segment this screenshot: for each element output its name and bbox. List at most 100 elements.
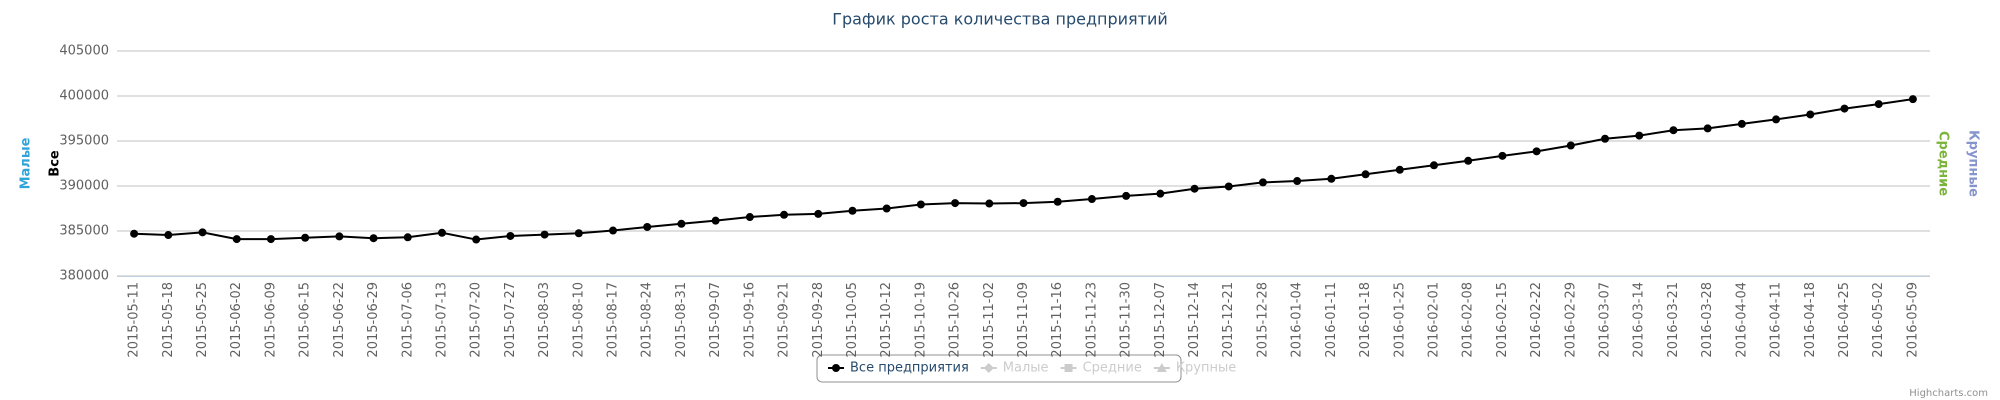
point xyxy=(1190,184,1199,193)
point xyxy=(848,206,857,215)
point xyxy=(1908,95,1917,104)
x-tick-label: 2016-02-22 xyxy=(1529,282,1544,358)
legend-item[interactable]: Все предприятия xyxy=(850,361,969,376)
point xyxy=(643,222,652,231)
legend-box xyxy=(816,354,1182,383)
point xyxy=(1293,177,1302,186)
point xyxy=(1806,110,1815,119)
x-tick-label: 2015-08-03 xyxy=(537,282,552,358)
x-tick-label: 2016-02-29 xyxy=(1563,282,1578,358)
point xyxy=(780,210,789,219)
x-tick-label: 2015-12-14 xyxy=(1187,282,1202,358)
point xyxy=(164,231,173,240)
point xyxy=(916,200,925,209)
x-tick-label: 2015-09-16 xyxy=(742,282,757,358)
point xyxy=(232,235,241,244)
legend-marker xyxy=(983,363,994,373)
point xyxy=(437,228,446,237)
x-tick-label: 2015-05-18 xyxy=(161,282,176,358)
x-tick-label: 2015-06-22 xyxy=(332,282,347,358)
legend-item[interactable]: Крупные xyxy=(1176,361,1236,376)
point xyxy=(1156,189,1165,198)
point xyxy=(540,230,549,239)
legend-item[interactable]: Малые xyxy=(1003,361,1049,376)
point xyxy=(472,235,481,244)
x-tick-label: 2015-10-26 xyxy=(948,282,963,358)
x-tick-label: 2015-07-27 xyxy=(503,282,518,358)
x-tick-label: 2015-09-21 xyxy=(777,282,792,358)
legend-item[interactable]: Средние xyxy=(1083,361,1142,376)
series-line xyxy=(134,98,1914,241)
y-tick-label: 390000 xyxy=(59,179,109,194)
credits[interactable]: Highcharts.com xyxy=(1909,388,1988,399)
point xyxy=(506,231,515,240)
x-tick-label: 2015-06-09 xyxy=(263,282,278,358)
x-tick-label: 2015-08-24 xyxy=(640,282,655,358)
y-tick-label: 400000 xyxy=(59,89,109,104)
chart-title: График роста количества предприятий xyxy=(832,10,1168,29)
axis-title: Средние xyxy=(1936,131,1951,196)
axis-title: Все xyxy=(48,150,63,177)
point xyxy=(951,199,960,208)
x-tick-label: 2015-12-07 xyxy=(1153,282,1168,358)
x-tick-label: 2016-01-11 xyxy=(1324,282,1339,358)
x-tick-label: 2015-06-29 xyxy=(366,282,381,358)
point xyxy=(745,213,754,222)
point xyxy=(1019,199,1028,208)
point xyxy=(1087,195,1096,204)
point xyxy=(1840,104,1849,113)
x-tick-label: 2016-01-25 xyxy=(1392,282,1407,358)
x-tick-label: 2015-06-15 xyxy=(298,282,313,358)
x-tick-label: 2015-12-28 xyxy=(1255,282,1270,358)
point xyxy=(1224,182,1233,191)
point xyxy=(1258,178,1267,187)
x-tick-label: 2015-07-06 xyxy=(400,282,415,358)
point xyxy=(1361,170,1370,179)
x-tick-label: 2015-07-20 xyxy=(469,282,484,358)
x-tick-label: 2015-05-25 xyxy=(195,282,210,358)
x-tick-label: 2016-05-09 xyxy=(1905,282,1920,358)
point xyxy=(882,204,891,213)
point xyxy=(985,199,994,208)
point xyxy=(266,235,275,244)
x-tick-label: 2015-09-28 xyxy=(811,282,826,358)
point xyxy=(1464,156,1473,165)
point xyxy=(814,209,823,218)
point xyxy=(677,219,686,228)
point xyxy=(711,216,720,225)
point xyxy=(1327,174,1336,183)
x-tick-label: 2015-11-23 xyxy=(1084,282,1099,358)
point xyxy=(130,229,139,238)
x-tick-label: 2015-08-31 xyxy=(674,282,689,358)
point xyxy=(1874,100,1883,109)
x-tick-label: 2015-10-19 xyxy=(913,282,928,358)
axis-title: Крупные xyxy=(1966,130,1981,197)
x-tick-label: 2016-02-08 xyxy=(1461,282,1476,358)
point xyxy=(1122,191,1131,200)
x-tick-label: 2016-03-21 xyxy=(1666,282,1681,358)
point xyxy=(1635,131,1644,140)
y-tick-label: 395000 xyxy=(59,134,109,149)
x-tick-label: 2016-04-18 xyxy=(1803,282,1818,358)
x-tick-label: 2015-06-02 xyxy=(229,282,244,358)
point xyxy=(335,232,344,241)
point xyxy=(1703,124,1712,133)
axis-title: Малые xyxy=(19,137,34,189)
point xyxy=(403,233,412,242)
x-tick-label: 2016-03-28 xyxy=(1700,282,1715,358)
x-tick-label: 2015-11-30 xyxy=(1119,282,1134,358)
point xyxy=(369,234,378,243)
x-tick-label: 2015-10-05 xyxy=(845,282,860,358)
x-tick-label: 2016-04-04 xyxy=(1734,282,1749,358)
x-tick-label: 2016-04-25 xyxy=(1837,282,1852,358)
x-tick-label: 2015-12-21 xyxy=(1221,282,1236,358)
y-tick-label: 405000 xyxy=(59,44,109,59)
x-tick-label: 2016-03-14 xyxy=(1632,282,1647,358)
point xyxy=(1737,119,1746,128)
point xyxy=(609,226,618,235)
point xyxy=(1669,126,1678,135)
point xyxy=(574,229,583,238)
x-tick-label: 2015-10-12 xyxy=(879,282,894,358)
x-tick-label: 2016-01-04 xyxy=(1290,282,1305,358)
